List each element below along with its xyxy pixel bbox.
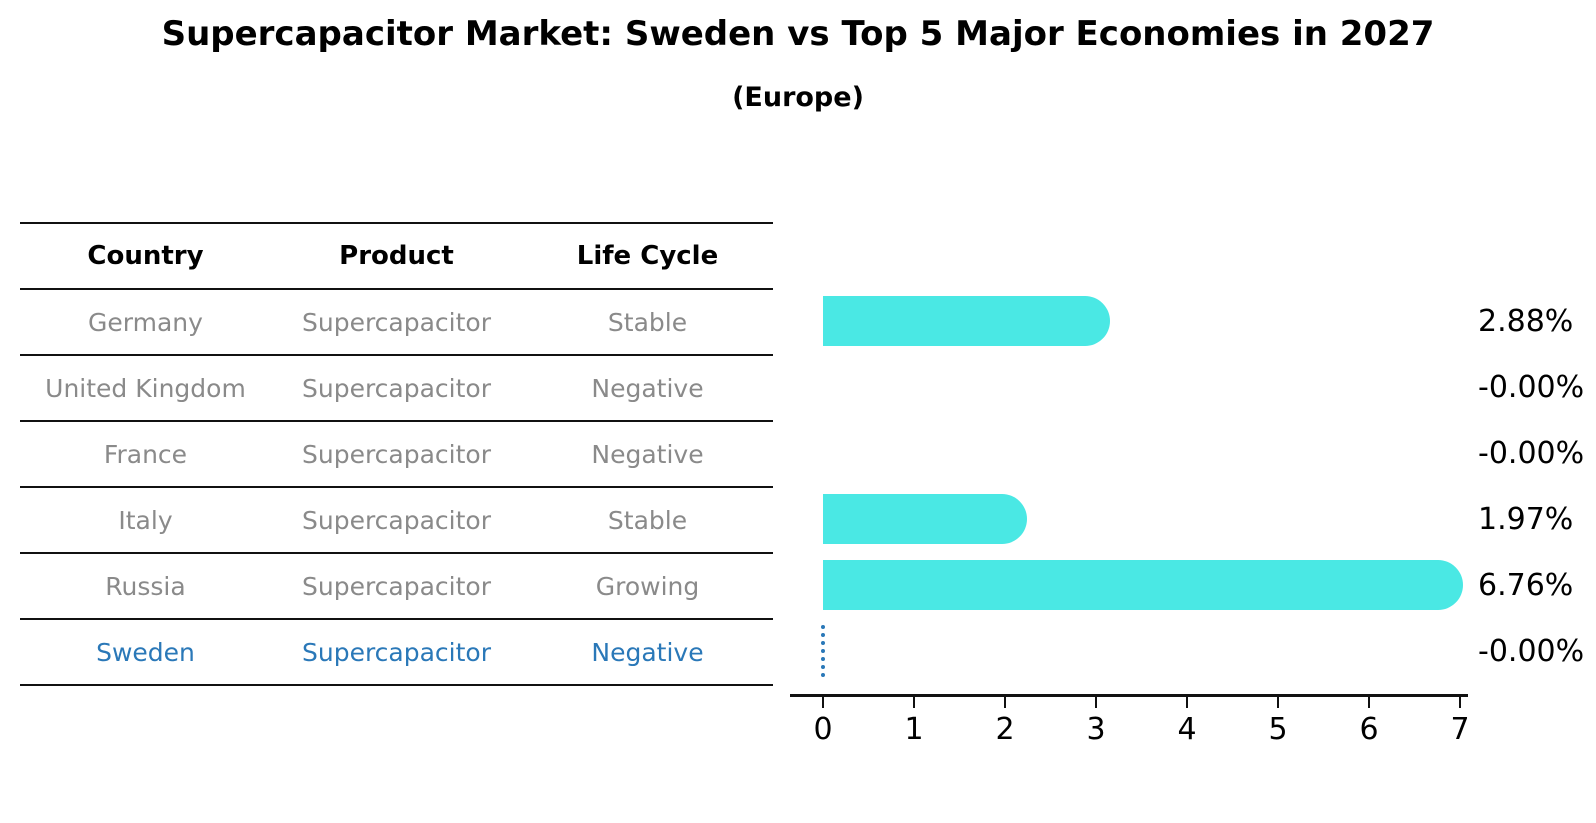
cell-country: Italy (118, 505, 173, 535)
table-row: Sweden Supercapacitor Negative (20, 620, 773, 686)
bar-row: 2.88% (790, 288, 1573, 354)
x-axis-tick (1368, 697, 1370, 708)
cell-lifecycle: Growing (595, 571, 700, 601)
value-label: 2.88% (1478, 303, 1574, 339)
cell-lifecycle: Negative (591, 439, 704, 469)
x-axis-tick (1004, 697, 1006, 708)
x-axis-tick-label: 6 (1359, 712, 1379, 747)
x-axis-tick-label: 1 (904, 712, 924, 747)
chart-title: Supercapacitor Market: Sweden vs Top 5 M… (161, 14, 1435, 54)
x-axis-tick-label: 4 (1177, 712, 1197, 747)
x-axis-tick (1095, 697, 1097, 708)
table-row: Russia Supercapacitor Growing (20, 554, 773, 620)
cell-country: Germany (88, 307, 203, 337)
bar-row: -0.00% (790, 354, 1584, 420)
zero-value-marker (821, 625, 825, 677)
value-label: -0.00% (1478, 435, 1585, 471)
table-header-row: Country Product Life Cycle (20, 224, 773, 290)
cell-lifecycle: Negative (591, 373, 704, 403)
value-label: 6.76% (1478, 567, 1574, 603)
bar-chart: 2.88% -0.00% -0.00% 1.97% 6.76% -0.00% (790, 288, 1584, 758)
cell-product: Supercapacitor (301, 637, 491, 667)
x-axis-tick (1277, 697, 1279, 708)
cell-country: United Kingdom (45, 373, 246, 403)
x-axis-line (790, 694, 1468, 697)
bar (823, 560, 1464, 610)
cell-country: Sweden (96, 637, 195, 667)
cell-lifecycle: Negative (591, 637, 704, 667)
bar (823, 296, 1111, 346)
table-row: France Supercapacitor Negative (20, 422, 773, 488)
bar-row: 6.76% (790, 552, 1573, 618)
x-axis-tick (1186, 697, 1188, 708)
chart-subtitle: (Europe) (732, 82, 864, 113)
value-label: -0.00% (1478, 369, 1585, 405)
x-axis-tick-label: 2 (995, 712, 1015, 747)
country-table: Country Product Life Cycle Germany Super… (20, 222, 773, 686)
cell-lifecycle: Stable (607, 505, 688, 535)
column-header-product: Product (339, 241, 454, 271)
value-label: 1.97% (1478, 501, 1574, 537)
cell-product: Supercapacitor (301, 307, 491, 337)
x-axis-tick (1459, 697, 1461, 708)
cell-product: Supercapacitor (301, 571, 491, 601)
cell-product: Supercapacitor (301, 505, 491, 535)
table-row: United Kingdom Supercapacitor Negative (20, 356, 773, 422)
x-axis-tick-label: 0 (813, 712, 833, 747)
cell-product: Supercapacitor (301, 439, 491, 469)
bar-row: -0.00% (790, 420, 1584, 486)
column-header-country: Country (87, 241, 204, 271)
table-row: Germany Supercapacitor Stable (20, 290, 773, 356)
column-header-lifecycle: Life Cycle (576, 241, 719, 271)
value-label: -0.00% (1478, 633, 1585, 669)
table-row: Italy Supercapacitor Stable (20, 488, 773, 554)
bar (823, 494, 1028, 544)
cell-country: Russia (105, 571, 186, 601)
x-axis-tick-label: 7 (1450, 712, 1470, 747)
x-axis-tick (822, 697, 824, 708)
cell-product: Supercapacitor (301, 373, 491, 403)
bar-row: -0.00% (790, 618, 1584, 684)
cell-lifecycle: Stable (607, 307, 688, 337)
x-axis-tick (913, 697, 915, 708)
bar-row: 1.97% (790, 486, 1573, 552)
x-axis-tick-label: 3 (1086, 712, 1106, 747)
cell-country: France (103, 439, 188, 469)
x-axis-tick-label: 5 (1268, 712, 1288, 747)
